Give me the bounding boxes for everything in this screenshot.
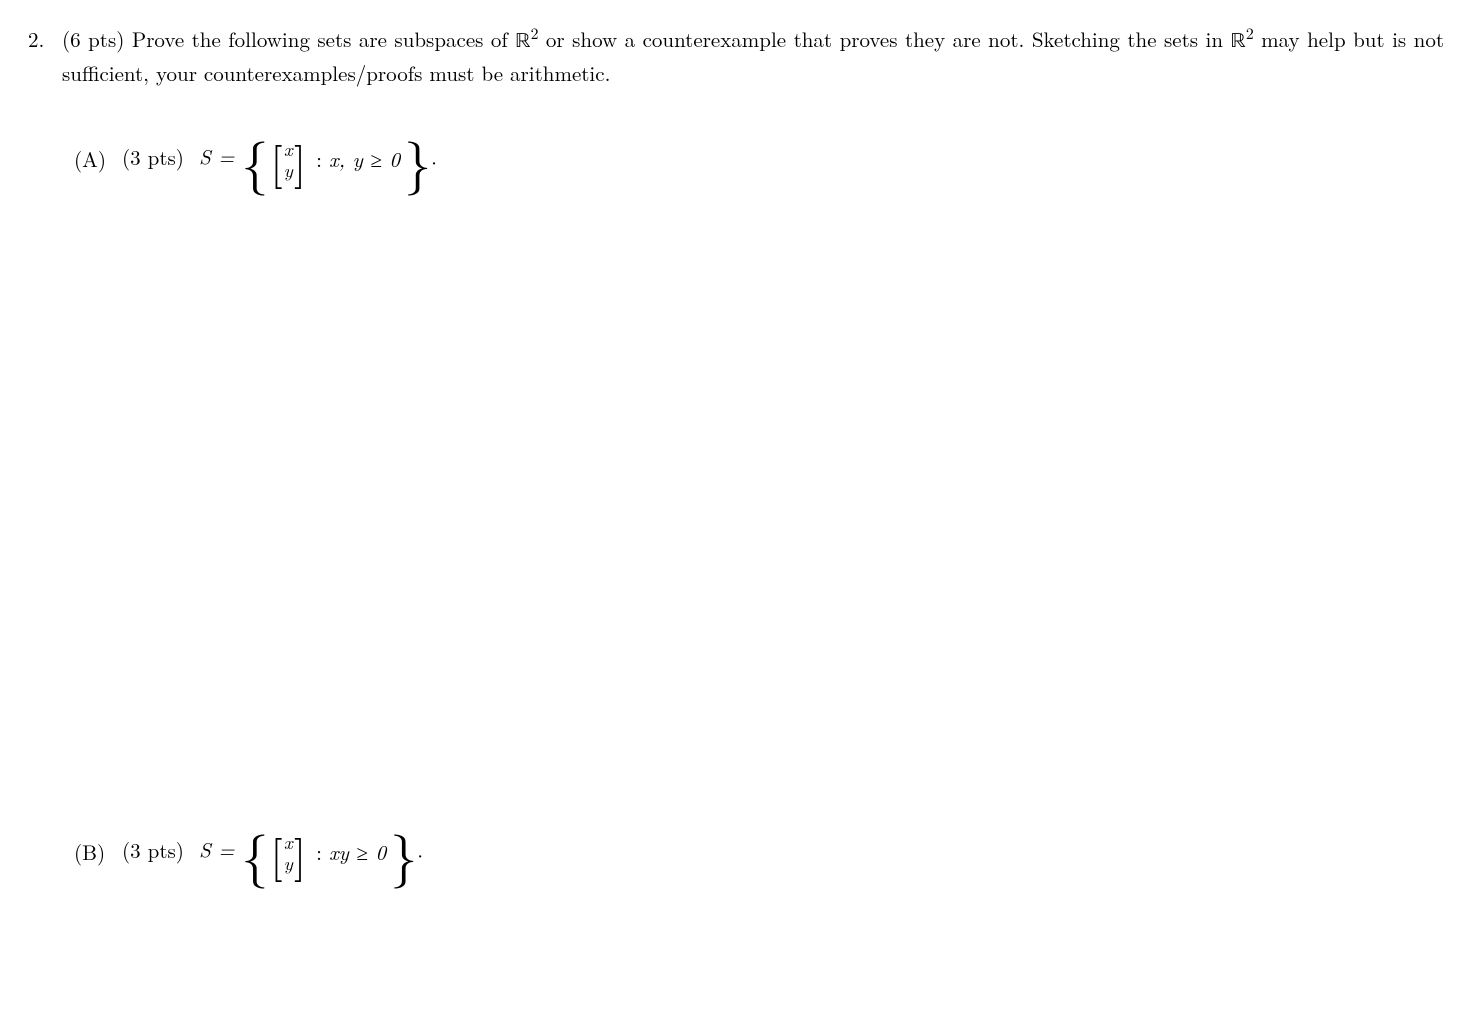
vertical-gap [62, 187, 1444, 782]
real-symbol-2: ℝ [1231, 31, 1246, 52]
part-a-vec-bot: y [284, 160, 293, 181]
part-b-cond-math: xy ≥ 0 [329, 837, 386, 867]
part-a: (A) (3 pts) S = { [ x y ] [74, 133, 1444, 187]
rbracket-icon: ] [294, 138, 306, 182]
lbrace-icon: { [241, 133, 268, 187]
problem-2: 2. (6 pts) Prove the following sets are … [28, 24, 1444, 880]
part-a-label: (A) [74, 144, 122, 176]
part-a-condition: : x, y ≥ 0 [316, 144, 400, 176]
lbracket-icon: [ [270, 831, 282, 875]
rbrace-icon: } [404, 133, 431, 187]
part-b-content: (3 pts) S = { [ x y ] : [122, 826, 423, 880]
part-a-colvec: x y [283, 137, 294, 183]
problem-number: 2. [28, 24, 62, 880]
part-b-vector: [ x y ] [270, 830, 306, 876]
part-b-points: (3 pts) [122, 835, 184, 865]
part-b-lhs: S = [199, 835, 234, 865]
real-symbol-1: ℝ [515, 31, 530, 52]
part-b-label: (B) [74, 837, 122, 869]
part-a-cond-prefix: : [316, 144, 329, 174]
intro-prefix: Prove the following sets are subspaces o… [132, 24, 515, 54]
points-label: (6 pts) [62, 24, 124, 54]
rbracket-icon: ] [294, 831, 306, 875]
real-exponent-2: 2 [1246, 21, 1254, 44]
part-b-vec-bot: y [284, 853, 293, 874]
part-a-set: { [ x y ] : x, y ≥ 0 } [241, 133, 431, 187]
part-a-content: (3 pts) S = { [ x y ] : [122, 133, 437, 187]
part-a-lhs: S = [199, 142, 234, 172]
part-b: (B) (3 pts) S = { [ x y ] [74, 826, 1444, 880]
part-b-cond-prefix: : [316, 837, 329, 867]
part-b-condition: : xy ≥ 0 [316, 837, 386, 869]
intro-mid: or show a counterexample that proves the… [538, 24, 1230, 54]
part-a-period: . [431, 142, 437, 172]
part-a-cond-math: x, y ≥ 0 [329, 144, 400, 174]
part-b-set: { [ x y ] : xy ≥ 0 } [241, 826, 417, 880]
part-b-period: . [417, 835, 423, 865]
rbrace-icon: } [390, 826, 417, 880]
page: 2. (6 pts) Prove the following sets are … [0, 0, 1472, 1018]
problem-intro: (6 pts) Prove the following sets are sub… [62, 24, 1444, 89]
part-a-vector: [ x y ] [270, 137, 306, 183]
part-a-points: (3 pts) [122, 142, 184, 172]
problem-body: (6 pts) Prove the following sets are sub… [62, 24, 1444, 880]
lbracket-icon: [ [270, 138, 282, 182]
lbrace-icon: { [241, 826, 268, 880]
part-b-colvec: x y [283, 830, 294, 876]
